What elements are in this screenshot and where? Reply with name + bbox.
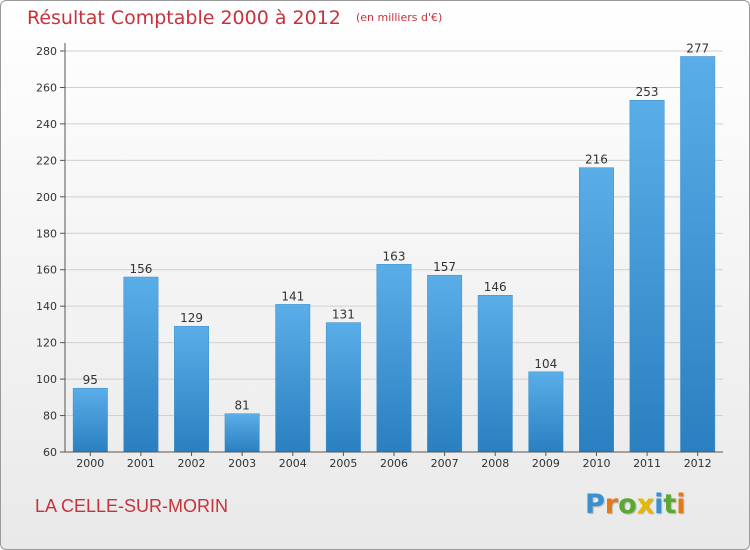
bar xyxy=(325,322,361,453)
commune-name: LA CELLE-SUR-MORIN xyxy=(35,496,229,516)
logo-letter: P xyxy=(585,489,605,520)
bar xyxy=(275,304,311,453)
chart-title-row: Résultat Comptable 2000 à 2012 (en milli… xyxy=(27,7,442,29)
logo-letter: i xyxy=(654,489,664,520)
logo-letter: t xyxy=(663,489,677,520)
bars: 95 156 129 81 141 131 163 157 146 104 216 253 277 xyxy=(72,41,716,453)
bar xyxy=(629,99,665,453)
bar xyxy=(174,325,209,453)
bar-value-label: 95 xyxy=(83,373,98,387)
bar-value-label: 129 xyxy=(180,311,203,325)
y-tick-label: 120 xyxy=(36,337,57,350)
x-tick-label: 2006 xyxy=(380,457,408,470)
y-tick-label: 60 xyxy=(43,446,57,459)
x-tick-label: 2000 xyxy=(76,457,104,470)
bar-value-label: 131 xyxy=(332,308,355,322)
y-tick-label: 280 xyxy=(36,45,57,58)
x-tick-label: 2011 xyxy=(633,457,661,470)
x-tick-label: 2001 xyxy=(127,457,155,470)
y-tick-label: 160 xyxy=(36,264,57,277)
y-tick-label: 140 xyxy=(36,300,57,313)
bar-value-label: 277 xyxy=(686,41,709,55)
bar-value-label: 253 xyxy=(636,85,659,99)
x-tick-label: 2005 xyxy=(329,457,357,470)
x-tick-label: 2002 xyxy=(178,457,206,470)
bar-value-label: 104 xyxy=(534,357,557,371)
bar xyxy=(579,167,614,453)
y-tick-label: 220 xyxy=(36,154,57,167)
bar xyxy=(224,413,260,453)
x-tick-label: 2010 xyxy=(582,457,610,470)
bar xyxy=(376,264,412,453)
logo-letter: o xyxy=(618,489,637,520)
bar-value-label: 81 xyxy=(235,399,250,413)
chart-title: Résultat Comptable 2000 à 2012 xyxy=(27,7,341,29)
bar-value-label: 156 xyxy=(129,262,152,276)
y-tick-label: 180 xyxy=(36,227,57,240)
bar xyxy=(528,371,564,453)
bar-value-label: 141 xyxy=(281,289,304,303)
y-tick-label: 80 xyxy=(43,410,57,423)
logo-letter: x xyxy=(636,489,655,520)
bar xyxy=(72,387,108,453)
y-tick-label: 100 xyxy=(36,373,57,386)
x-tick-label: 2003 xyxy=(228,457,256,470)
y-tick-label: 260 xyxy=(36,81,57,94)
x-tick-label: 2012 xyxy=(684,457,712,470)
bar-value-label: 216 xyxy=(585,153,608,167)
x-tick-label: 2009 xyxy=(532,457,560,470)
y-tick-label: 240 xyxy=(36,118,57,131)
bar xyxy=(477,294,513,453)
logo-letter: r xyxy=(604,489,619,520)
bar xyxy=(427,274,463,453)
proxiti-logo: Proxiti xyxy=(585,489,686,520)
axes: 60 80 100 120 140 160 180 200 220 240 260 280 2000 20… xyxy=(36,43,723,470)
bar-value-label: 157 xyxy=(433,260,456,274)
x-tick-label: 2004 xyxy=(279,457,307,470)
bar-value-label: 163 xyxy=(383,249,406,263)
chart-unit-note: (en milliers d'€) xyxy=(355,11,443,24)
bar xyxy=(123,276,159,453)
logo-letter: i xyxy=(676,489,686,520)
bar-value-label: 146 xyxy=(484,280,507,294)
bar xyxy=(680,56,716,453)
y-tick-label: 200 xyxy=(36,191,57,204)
x-tick-label: 2008 xyxy=(481,457,509,470)
x-tick-label: 2007 xyxy=(431,457,459,470)
